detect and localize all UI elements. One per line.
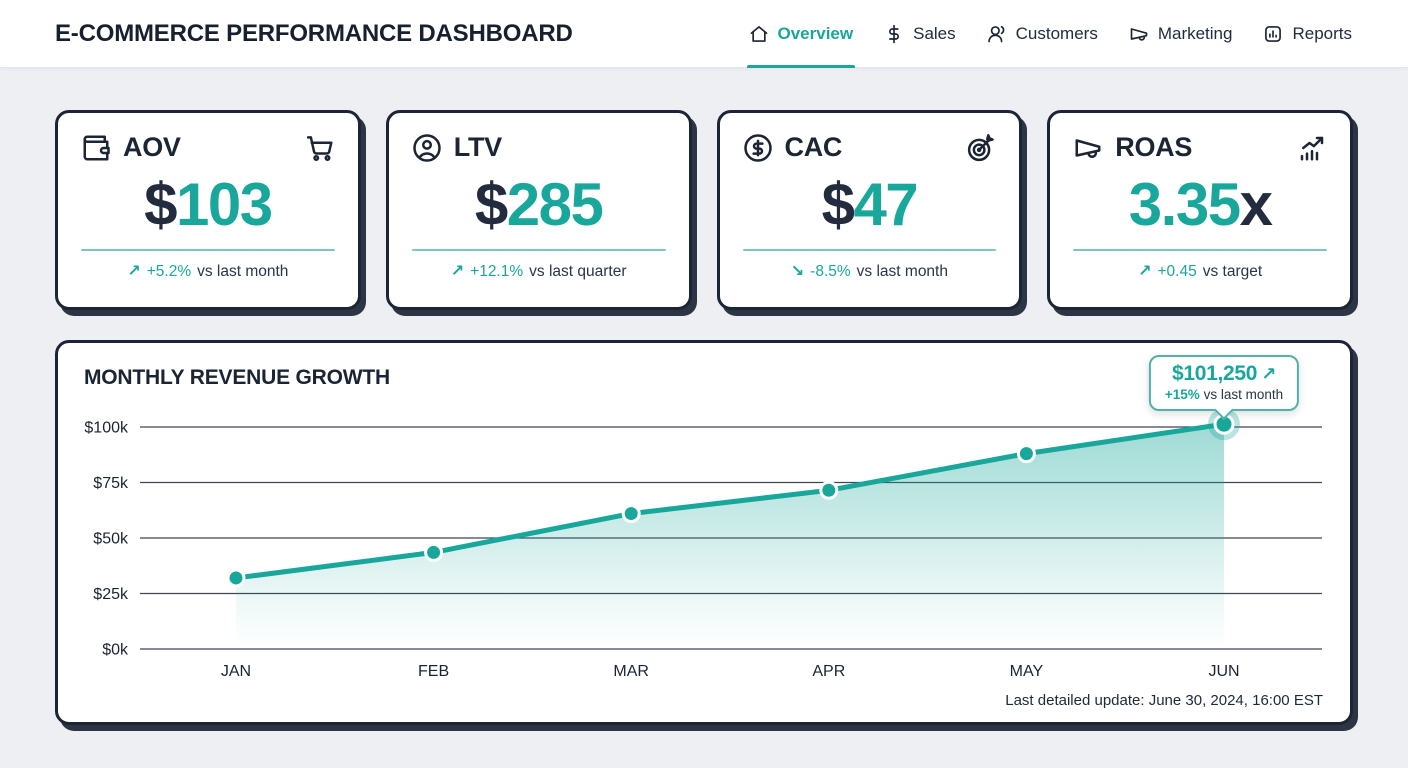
trend-up-icon: ↗ [127,263,141,280]
report-icon [1263,24,1283,44]
y-tick-label: $50k [93,531,129,548]
nav-label: Reports [1292,23,1352,43]
growth-icon [1297,133,1327,163]
app-header: E-COMMERCE PERFORMANCE DASHBOARD Overvie… [0,0,1408,68]
main-nav: Overview Sales Customers Marketing Repor… [746,0,1355,68]
y-tick-label: $0k [102,642,129,659]
kpi-label: LTV [453,132,502,162]
nav-label: Marketing [1157,23,1233,43]
nav-tab-reports[interactable]: Reports [1261,0,1354,68]
kpi-change: ↘ -8.5% vs last month [790,263,948,280]
tooltip-value: $101,250 ↗ [1171,362,1276,385]
x-tick-label: MAR [613,663,649,680]
wallet-icon [81,133,111,163]
kpi-divider [742,249,997,251]
revenue-line [233,421,1227,581]
dollar-icon [884,24,904,44]
x-tick-label: APR [812,663,845,680]
kpi-divider [411,249,666,251]
cart-icon [305,133,335,163]
kpi-label: CAC [784,132,843,162]
trend-up-icon: ↗ [1261,364,1276,384]
kpi-change: ↗ +5.2% vs last month [127,263,289,280]
kpi-value: $285 [474,171,604,238]
kpi-card-roas: ROAS 3.35x ↗ +0.45 vs target [1047,110,1353,310]
trend-up-icon: ↗ [1138,263,1152,280]
dollar-circle-icon [743,133,773,163]
kpi-label: AOV [123,132,181,162]
data-point-apr[interactable] [819,480,839,500]
megaphone-icon [1129,24,1149,44]
data-point-mar[interactable] [621,504,641,524]
chart-title: MONTHLY REVENUE GROWTH [84,366,390,389]
trend-up-icon: ↗ [450,263,465,280]
revenue-area [236,424,1224,649]
kpi-change: ↗ +12.1% vs last quarter [450,263,627,280]
target-icon [966,133,996,163]
nav-tab-marketing[interactable]: Marketing [1127,0,1235,68]
y-tick-label: $25k [93,586,129,603]
nav-tab-customers[interactable]: Customers [985,0,1100,68]
kpi-value: 3.35x [1128,171,1273,238]
nav-label: Sales [913,23,956,43]
kpi-card-ltv: LTV $285 ↗ +12.1% vs last quarter [385,110,692,310]
kpi-value: $103 [144,171,273,238]
megaphone-icon [1073,133,1103,163]
revenue-area-chart: $100k $75k $50k $25k $0k JAN FEB MAR APR MAY JUN [84,408,1322,680]
kpi-divider [1073,249,1327,251]
x-tick-label: JAN [221,663,251,680]
trend-down-icon: ↘ [790,263,805,280]
revenue-chart-card: MONTHLY REVENUE GROWTH $100k $75k $50k $25k… [55,340,1353,725]
kpi-card-cac: CAC $47 ↘ -8.5% vs last month [716,110,1023,310]
x-tick-label: FEB [418,663,449,680]
kpi-change: ↗ +0.45 vs target [1138,263,1263,280]
nav-label: Overview [777,23,854,43]
y-tick-label: $100k [84,420,129,437]
y-tick-label: $75k [93,475,129,492]
x-tick-label: JUN [1208,663,1239,680]
kpi-row: AOV $103 ↗ +5.2% vs last month [55,110,1353,310]
nav-tab-overview[interactable]: Overview [746,0,856,68]
dashboard-body: AOV $103 ↗ +5.2% vs last month [0,68,1408,725]
nav-tab-sales[interactable]: Sales [882,0,958,68]
data-point-jan[interactable] [226,568,246,588]
kpi-label: ROAS [1115,132,1193,162]
data-point-feb[interactable] [424,542,444,562]
home-icon [749,24,769,44]
kpi-divider [81,249,335,251]
last-update-note: Last detailed update: June 30, 2024, 16:… [1005,692,1323,709]
x-tick-label: MAY [1010,663,1044,680]
chart-tooltip: $101,250 ↗ +15% vs last month [1148,355,1300,411]
kpi-value: $47 [821,171,919,238]
data-point-may[interactable] [1016,444,1036,464]
user-circle-icon [412,133,442,163]
tooltip-change: +15% vs last month [1164,387,1284,402]
page-title: E-COMMERCE PERFORMANCE DASHBOARD [55,19,573,47]
users-icon [987,24,1007,44]
nav-label: Customers [1015,23,1098,43]
kpi-card-aov: AOV $103 ↗ +5.2% vs last month [55,110,361,310]
